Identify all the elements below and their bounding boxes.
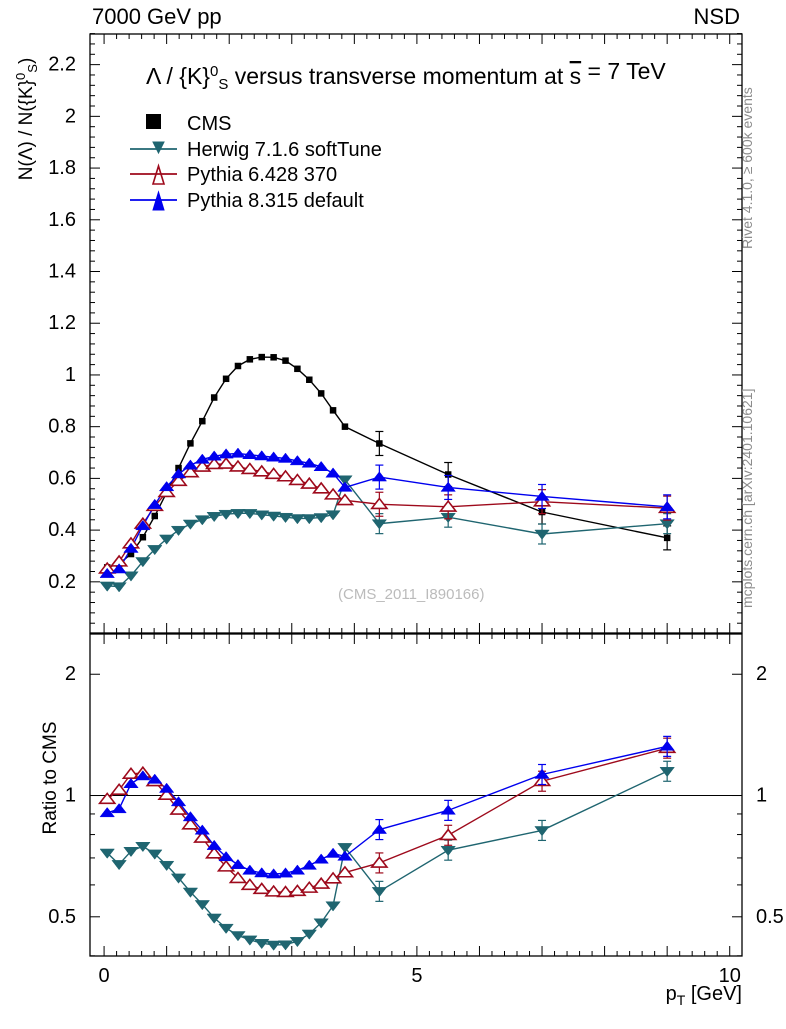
svg-text:Pythia 8.315 default: Pythia 8.315 default (187, 190, 364, 212)
svg-text:0.6: 0.6 (48, 467, 76, 489)
svg-text:7000 GeV pp: 7000 GeV pp (92, 4, 222, 29)
svg-text:0.5: 0.5 (48, 906, 76, 928)
svg-text:2.2: 2.2 (48, 54, 76, 76)
svg-text:0.2: 0.2 (48, 571, 76, 593)
svg-text:(CMS_2011_I890166): (CMS_2011_I890166) (338, 586, 484, 603)
svg-text:1: 1 (65, 785, 76, 807)
svg-text:2: 2 (65, 105, 76, 127)
svg-text:1.8: 1.8 (48, 157, 76, 179)
svg-text:NSD: NSD (694, 4, 740, 29)
svg-text:Rivet 4.1.0, ≥ 600k events: Rivet 4.1.0, ≥ 600k events (739, 87, 755, 249)
svg-text:2: 2 (65, 663, 76, 685)
svg-text:Herwig 7.1.6 softTune: Herwig 7.1.6 softTune (187, 139, 382, 161)
svg-text:0: 0 (99, 965, 110, 987)
svg-text:1: 1 (756, 785, 767, 807)
svg-text:1.6: 1.6 (48, 209, 76, 231)
svg-text:Ratio to CMS: Ratio to CMS (40, 722, 61, 835)
svg-text:0.4: 0.4 (48, 519, 76, 541)
svg-text:mcplots.cern.ch [arXiv:2401.10: mcplots.cern.ch [arXiv:2401.10621] (739, 389, 755, 608)
svg-text:CMS: CMS (187, 113, 231, 135)
svg-text:1.2: 1.2 (48, 312, 76, 334)
svg-text:1.4: 1.4 (48, 261, 76, 283)
svg-text:0.8: 0.8 (48, 416, 76, 438)
svg-text:Pythia 6.428 370: Pythia 6.428 370 (187, 164, 337, 186)
svg-text:0.5: 0.5 (756, 906, 784, 928)
svg-text:5: 5 (411, 965, 422, 987)
svg-text:1: 1 (65, 364, 76, 386)
svg-text:2: 2 (756, 663, 767, 685)
